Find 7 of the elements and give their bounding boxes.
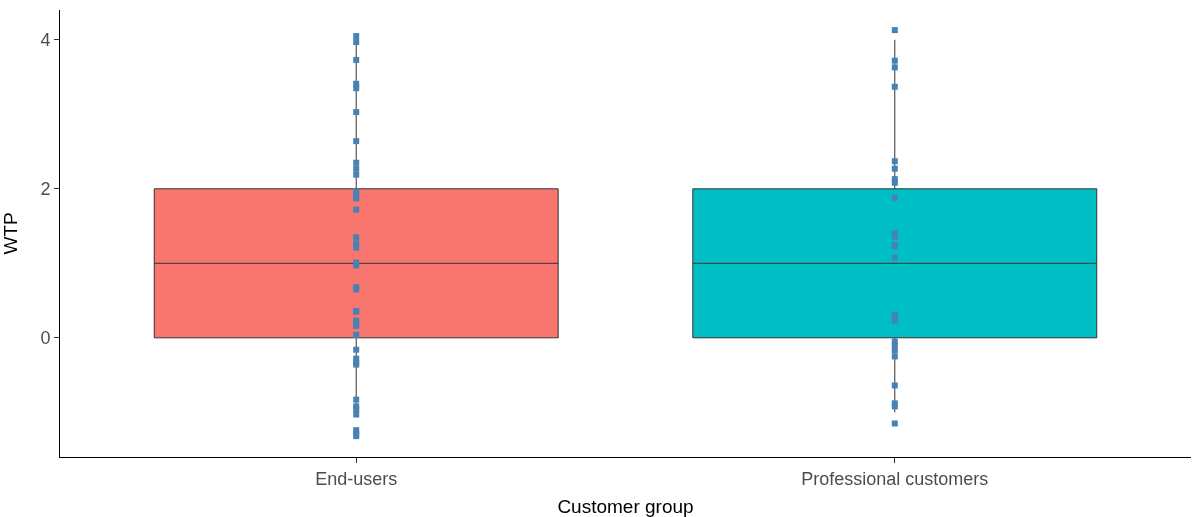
y-axis-title: WTP [0, 212, 21, 255]
x-tick-label: End-users [315, 468, 398, 489]
x-axis-title: Customer group [557, 496, 694, 517]
x-tick-label: Professional customers [801, 468, 989, 489]
y-tick-label: 4 [40, 30, 51, 51]
y-tick-label: 0 [40, 328, 51, 349]
y-tick-label: 2 [40, 179, 51, 200]
